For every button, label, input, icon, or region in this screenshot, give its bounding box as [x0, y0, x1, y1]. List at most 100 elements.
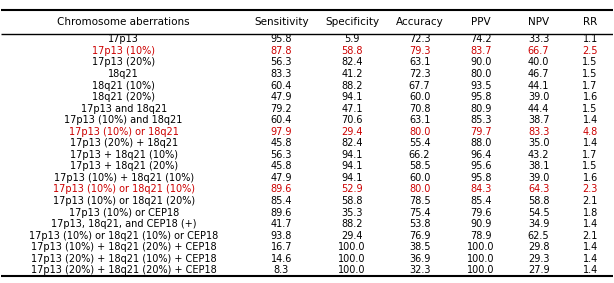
Text: 33.3: 33.3 — [528, 35, 550, 44]
Text: 1.5: 1.5 — [583, 161, 598, 171]
Text: 40.0: 40.0 — [528, 57, 550, 67]
Text: 60.0: 60.0 — [409, 92, 430, 102]
Text: 17p13: 17p13 — [108, 35, 139, 44]
Text: 5.9: 5.9 — [344, 35, 360, 44]
Text: 17p13 (10%) or 18q21 (10%): 17p13 (10%) or 18q21 (10%) — [53, 185, 195, 194]
Text: 1.8: 1.8 — [583, 207, 597, 218]
Text: 60.0: 60.0 — [409, 173, 430, 183]
Text: 79.6: 79.6 — [470, 207, 491, 218]
Text: 78.9: 78.9 — [470, 231, 491, 241]
Text: 27.9: 27.9 — [528, 265, 550, 275]
Text: NPV: NPV — [528, 17, 549, 27]
Text: 36.9: 36.9 — [409, 254, 430, 264]
Text: 67.7: 67.7 — [409, 81, 430, 91]
Text: Sensitivity: Sensitivity — [254, 17, 309, 27]
Text: 46.7: 46.7 — [528, 69, 550, 79]
Text: 85.3: 85.3 — [470, 115, 491, 125]
Text: 29.4: 29.4 — [341, 231, 363, 241]
Text: 63.1: 63.1 — [409, 115, 430, 125]
Text: 76.9: 76.9 — [409, 231, 430, 241]
Text: 95.8: 95.8 — [271, 35, 292, 44]
Text: 56.3: 56.3 — [271, 57, 292, 67]
Text: 74.2: 74.2 — [470, 35, 492, 44]
Text: 2.3: 2.3 — [583, 185, 598, 194]
Text: 1.4: 1.4 — [583, 138, 597, 148]
Text: 95.8: 95.8 — [470, 92, 491, 102]
Text: 2.5: 2.5 — [582, 46, 598, 56]
Text: 58.8: 58.8 — [341, 46, 363, 56]
Text: 1.1: 1.1 — [583, 35, 597, 44]
Text: 88.0: 88.0 — [470, 138, 491, 148]
Text: 78.5: 78.5 — [409, 196, 430, 206]
Text: 80.0: 80.0 — [470, 69, 491, 79]
Text: 34.9: 34.9 — [528, 219, 550, 229]
Text: PPV: PPV — [471, 17, 491, 27]
Text: 32.3: 32.3 — [409, 265, 430, 275]
Text: 17p13 (10%) and 18q21: 17p13 (10%) and 18q21 — [64, 115, 183, 125]
Text: 17p13 + 18q21 (10%): 17p13 + 18q21 (10%) — [69, 150, 177, 160]
Text: 95.6: 95.6 — [470, 161, 491, 171]
Text: 53.8: 53.8 — [409, 219, 430, 229]
Text: 56.3: 56.3 — [271, 150, 292, 160]
Text: 35.0: 35.0 — [528, 138, 550, 148]
Text: 58.5: 58.5 — [409, 161, 430, 171]
Text: 17p13 (20%) + 18q21: 17p13 (20%) + 18q21 — [69, 138, 177, 148]
Text: 16.7: 16.7 — [271, 242, 292, 252]
Text: 85.4: 85.4 — [470, 196, 491, 206]
Text: 88.2: 88.2 — [341, 219, 363, 229]
Text: 29.8: 29.8 — [528, 242, 550, 252]
Text: 39.0: 39.0 — [528, 92, 550, 102]
Text: 60.4: 60.4 — [271, 81, 292, 91]
Text: 29.3: 29.3 — [528, 254, 550, 264]
Text: 43.2: 43.2 — [528, 150, 550, 160]
Text: 100.0: 100.0 — [338, 265, 366, 275]
Text: 8.3: 8.3 — [274, 265, 289, 275]
Text: 17p13 (10%) + 18q21 (20%) + CEP18: 17p13 (10%) + 18q21 (20%) + CEP18 — [31, 242, 217, 252]
Text: 17p13 (10%) or 18q21 (20%): 17p13 (10%) or 18q21 (20%) — [53, 196, 195, 206]
Text: 38.1: 38.1 — [528, 161, 550, 171]
Text: 83.3: 83.3 — [271, 69, 292, 79]
Text: 17p13 (10%) or 18q21: 17p13 (10%) or 18q21 — [69, 127, 179, 137]
Text: 93.5: 93.5 — [470, 81, 491, 91]
Text: 79.3: 79.3 — [409, 46, 430, 56]
Text: Chromosome aberrations: Chromosome aberrations — [57, 17, 190, 27]
Text: 45.8: 45.8 — [271, 161, 292, 171]
Text: 83.3: 83.3 — [528, 127, 550, 137]
Text: 84.3: 84.3 — [470, 185, 491, 194]
Text: 94.1: 94.1 — [341, 173, 363, 183]
Text: 80.9: 80.9 — [470, 104, 491, 114]
Text: 94.1: 94.1 — [341, 161, 363, 171]
Text: 4.8: 4.8 — [583, 127, 597, 137]
Text: 2.1: 2.1 — [583, 196, 598, 206]
Text: 1.7: 1.7 — [583, 150, 598, 160]
Text: 47.1: 47.1 — [341, 104, 363, 114]
Text: RR: RR — [583, 17, 597, 27]
Text: 44.4: 44.4 — [528, 104, 550, 114]
Text: 66.2: 66.2 — [409, 150, 430, 160]
Text: 1.4: 1.4 — [583, 219, 597, 229]
Text: 47.9: 47.9 — [271, 92, 292, 102]
Text: 17p13 + 18q21 (20%): 17p13 + 18q21 (20%) — [69, 161, 177, 171]
Text: 63.1: 63.1 — [409, 57, 430, 67]
Text: 41.2: 41.2 — [341, 69, 363, 79]
Text: 100.0: 100.0 — [467, 242, 494, 252]
Text: 83.7: 83.7 — [470, 46, 491, 56]
Text: 90.0: 90.0 — [470, 57, 491, 67]
Text: 41.7: 41.7 — [271, 219, 292, 229]
Text: 66.7: 66.7 — [528, 46, 550, 56]
Text: 58.8: 58.8 — [528, 196, 550, 206]
Text: 70.6: 70.6 — [341, 115, 363, 125]
Text: 45.8: 45.8 — [271, 138, 292, 148]
Text: 79.7: 79.7 — [470, 127, 492, 137]
Text: 17p13 (20%) + 18q21 (10%) + CEP18: 17p13 (20%) + 18q21 (10%) + CEP18 — [31, 254, 217, 264]
Text: 72.3: 72.3 — [409, 35, 430, 44]
Text: 62.5: 62.5 — [528, 231, 550, 241]
Text: 2.1: 2.1 — [583, 231, 598, 241]
Text: 17p13 (10%) or 18q21 (10%) or CEP18: 17p13 (10%) or 18q21 (10%) or CEP18 — [29, 231, 218, 241]
Text: 38.5: 38.5 — [409, 242, 430, 252]
Text: 87.8: 87.8 — [271, 46, 292, 56]
Text: 100.0: 100.0 — [338, 254, 366, 264]
Text: 89.6: 89.6 — [271, 207, 292, 218]
Text: 17p13 and 18q21: 17p13 and 18q21 — [80, 104, 167, 114]
Text: 1.6: 1.6 — [583, 173, 597, 183]
